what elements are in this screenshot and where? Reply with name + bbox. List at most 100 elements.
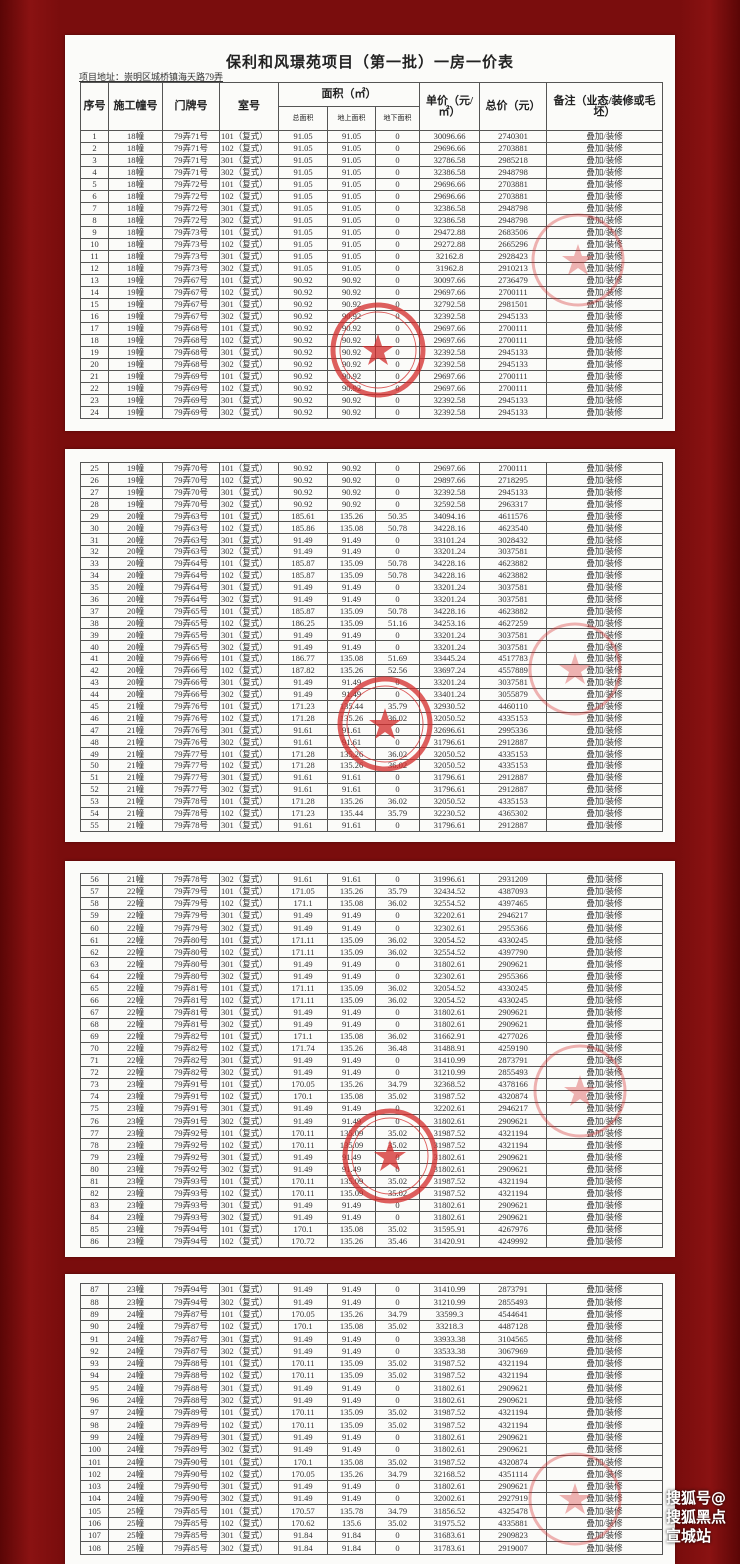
cell-area-total: 171.11 bbox=[278, 993, 328, 1007]
cell-room: 102（复式） bbox=[219, 190, 279, 203]
cell-area-below: 0 bbox=[374, 190, 421, 203]
cell-area-total: 170.11 bbox=[278, 1356, 328, 1371]
cell-unit-price: 34094.16 bbox=[419, 509, 480, 523]
cell-area-total: 91.49 bbox=[278, 909, 328, 923]
table-row: 92 24幢 79弄87号 302（复式） 91.49 91.49 0 33533.38 306… bbox=[80, 1344, 663, 1358]
table-row: 82 23幢 79弄93号 102（复式） 170.11 135.09 35.02 31987… bbox=[80, 1186, 663, 1200]
cell-note: 叠加/装修 bbox=[546, 687, 663, 701]
cell-note: 叠加/装修 bbox=[546, 885, 663, 899]
cell-door: 79弄94号 bbox=[162, 1234, 220, 1248]
table-row: 104 24幢 79弄90号 302（复式） 91.49 91.49 0 32002.61 29… bbox=[80, 1492, 663, 1506]
cell-building: 20幢 bbox=[108, 580, 163, 594]
cell-seq: 69 bbox=[80, 1029, 109, 1043]
cell-seq: 82 bbox=[80, 1186, 109, 1200]
cell-note: 叠加/装修 bbox=[546, 933, 663, 947]
table-row: 24 19幢 79弄69号 302（复式） 90.92 90.92 0 32392.58 294… bbox=[80, 406, 664, 419]
cell-note: 叠加/装修 bbox=[546, 485, 663, 499]
cell-area-above: 91.49 bbox=[327, 592, 376, 606]
cell-building: 20幢 bbox=[108, 604, 163, 618]
cell-area-total: 91.49 bbox=[278, 1479, 328, 1494]
cell-room: 102（复式） bbox=[219, 993, 279, 1007]
cell-note: 叠加/装修 bbox=[546, 1528, 663, 1543]
cell-building: 19幢 bbox=[108, 394, 163, 407]
cell-building: 22幢 bbox=[108, 909, 163, 923]
cell-room: 101（复式） bbox=[219, 1029, 279, 1043]
cell-room: 101（复式） bbox=[219, 509, 279, 523]
cell-note: 叠加/装修 bbox=[546, 1186, 663, 1200]
cell-total-price: 2931209 bbox=[479, 872, 547, 887]
cell-total-price: 2912887 bbox=[479, 818, 547, 832]
cell-area-below: 35.02 bbox=[375, 1369, 420, 1383]
cell-area-below: 50.78 bbox=[375, 569, 420, 582]
cell-area-total: 171.11 bbox=[278, 933, 328, 947]
cell-building: 22幢 bbox=[108, 885, 163, 899]
cell-unit-price: 31987.52 bbox=[419, 1405, 480, 1420]
cell-total-price: 4259190 bbox=[479, 1041, 547, 1055]
cell-unit-price: 31796.61 bbox=[419, 783, 480, 796]
cell-area-above: 91.61 bbox=[327, 771, 376, 785]
cell-seq: 40 bbox=[80, 640, 109, 654]
cell-seq: 104 bbox=[80, 1492, 109, 1506]
cell-area-above: 91.49 bbox=[327, 1102, 376, 1116]
cell-unit-price: 31802.61 bbox=[419, 1198, 480, 1212]
cell-building: 23幢 bbox=[108, 1295, 163, 1309]
cell-note: 叠加/装修 bbox=[546, 640, 663, 654]
cell-note: 叠加/装修 bbox=[546, 1516, 663, 1530]
cell-door: 79弄70号 bbox=[162, 473, 220, 487]
cell-unit-price: 32386.58 bbox=[419, 214, 481, 227]
cell-room: 101（复式） bbox=[219, 322, 279, 335]
cell-area-total: 170.1 bbox=[278, 1222, 328, 1236]
cell-seq: 10 bbox=[80, 238, 109, 251]
cell-area-total: 90.92 bbox=[278, 334, 328, 347]
cell-unit-price: 31783.61 bbox=[419, 1541, 480, 1555]
cell-note: 叠加/装修 bbox=[546, 872, 663, 887]
cell-seq: 54 bbox=[80, 806, 109, 820]
cell-area-below: 0 bbox=[374, 394, 421, 407]
cell-door: 79弄88号 bbox=[162, 1381, 220, 1395]
cell-unit-price: 33101.24 bbox=[419, 533, 480, 547]
cell-total-price: 3037581 bbox=[479, 580, 547, 594]
cell-note: 叠加/装修 bbox=[546, 394, 664, 407]
cell-total-price: 2955366 bbox=[479, 921, 547, 935]
cell-total-price: 4320874 bbox=[479, 1090, 547, 1104]
table-row: 14 19幢 79弄67号 102（复式） 90.92 90.92 0 29697.66 270… bbox=[80, 286, 664, 299]
cell-note: 叠加/装修 bbox=[546, 909, 663, 923]
cell-unit-price: 31802.61 bbox=[419, 1150, 480, 1164]
cell-area-total: 170.05 bbox=[278, 1467, 328, 1481]
cell-total-price: 4460110 bbox=[479, 699, 547, 713]
cell-area-total: 90.92 bbox=[278, 485, 328, 499]
cell-area-above: 135.09 bbox=[327, 1418, 376, 1432]
cell-building: 23幢 bbox=[108, 1102, 163, 1116]
cell-area-total: 171.11 bbox=[278, 981, 328, 995]
cell-note: 叠加/装修 bbox=[546, 262, 664, 275]
table-row: 57 22幢 79弄79号 101（复式） 171.05 135.26 35.79 32434… bbox=[80, 885, 663, 899]
price-sheet-page-1: 保利和风璟苑项目（第一批）一房一价表 项目地址：崇明区城桥镇海天路79弄 序号 … bbox=[65, 35, 675, 431]
cell-total-price: 2909621 bbox=[479, 1479, 547, 1494]
cell-total-price: 2909621 bbox=[479, 1005, 547, 1019]
cell-building: 23幢 bbox=[108, 1186, 163, 1200]
cell-seq: 11 bbox=[80, 250, 109, 263]
cell-unit-price: 33201.24 bbox=[419, 628, 480, 642]
header-room: 室号 bbox=[219, 82, 279, 131]
cell-door: 79弄64号 bbox=[162, 557, 220, 571]
cell-area-total: 91.84 bbox=[278, 1528, 328, 1543]
cell-building: 19幢 bbox=[108, 274, 163, 287]
table-row: 65 22幢 79弄81号 101（复式） 171.11 135.09 36.02 32054… bbox=[80, 981, 663, 995]
cell-area-total: 90.92 bbox=[278, 358, 328, 371]
cell-area-total: 171.05 bbox=[278, 885, 328, 899]
cell-door: 79弄77号 bbox=[162, 783, 220, 796]
cell-area-below: 0 bbox=[375, 462, 420, 475]
cell-door: 79弄90号 bbox=[162, 1455, 220, 1469]
cell-building: 21幢 bbox=[108, 806, 163, 820]
cell-room: 102（复式） bbox=[219, 897, 279, 911]
cell-room: 301（复式） bbox=[219, 485, 279, 499]
cell-room: 302（复式） bbox=[219, 783, 279, 796]
cell-note: 叠加/装修 bbox=[546, 130, 664, 143]
cell-area-total: 90.92 bbox=[278, 497, 328, 511]
cell-building: 24幢 bbox=[108, 1369, 163, 1383]
table-row: 80 23幢 79弄92号 302（复式） 91.49 91.49 0 31802.61 290… bbox=[80, 1162, 663, 1176]
cell-room: 102（复式） bbox=[219, 142, 279, 155]
cell-area-total: 90.92 bbox=[278, 346, 328, 359]
cell-unit-price: 33201.24 bbox=[419, 640, 480, 654]
cell-building: 20幢 bbox=[108, 592, 163, 606]
